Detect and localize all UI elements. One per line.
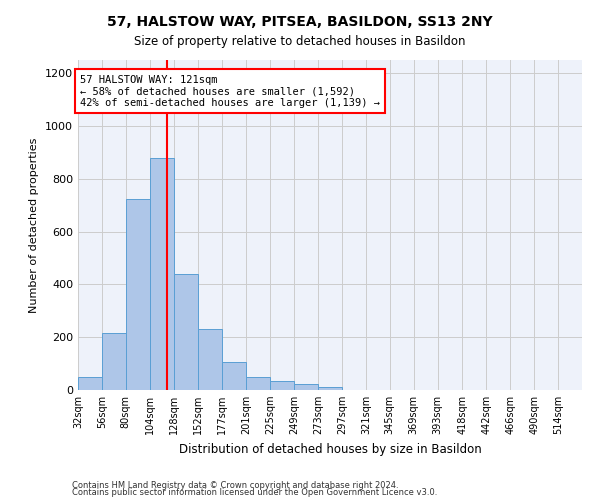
Bar [247, 378, 270, 390]
Bar [102, 333, 126, 390]
Bar [126, 198, 150, 390]
Text: Contains public sector information licensed under the Open Government Licence v3: Contains public sector information licen… [72, 488, 437, 497]
Bar [173, 274, 197, 390]
Bar [223, 362, 247, 390]
Text: Contains HM Land Registry data © Crown copyright and database right 2024.: Contains HM Land Registry data © Crown c… [72, 480, 398, 490]
Bar [270, 381, 294, 390]
Text: 57 HALSTOW WAY: 121sqm
← 58% of detached houses are smaller (1,592)
42% of semi-: 57 HALSTOW WAY: 121sqm ← 58% of detached… [80, 74, 380, 108]
Bar [294, 384, 318, 390]
X-axis label: Distribution of detached houses by size in Basildon: Distribution of detached houses by size … [179, 442, 481, 456]
Text: Size of property relative to detached houses in Basildon: Size of property relative to detached ho… [134, 35, 466, 48]
Bar [197, 330, 223, 390]
Bar [150, 158, 173, 390]
Bar [78, 377, 102, 390]
Y-axis label: Number of detached properties: Number of detached properties [29, 138, 40, 312]
Text: 57, HALSTOW WAY, PITSEA, BASILDON, SS13 2NY: 57, HALSTOW WAY, PITSEA, BASILDON, SS13 … [107, 15, 493, 29]
Bar [318, 388, 342, 390]
